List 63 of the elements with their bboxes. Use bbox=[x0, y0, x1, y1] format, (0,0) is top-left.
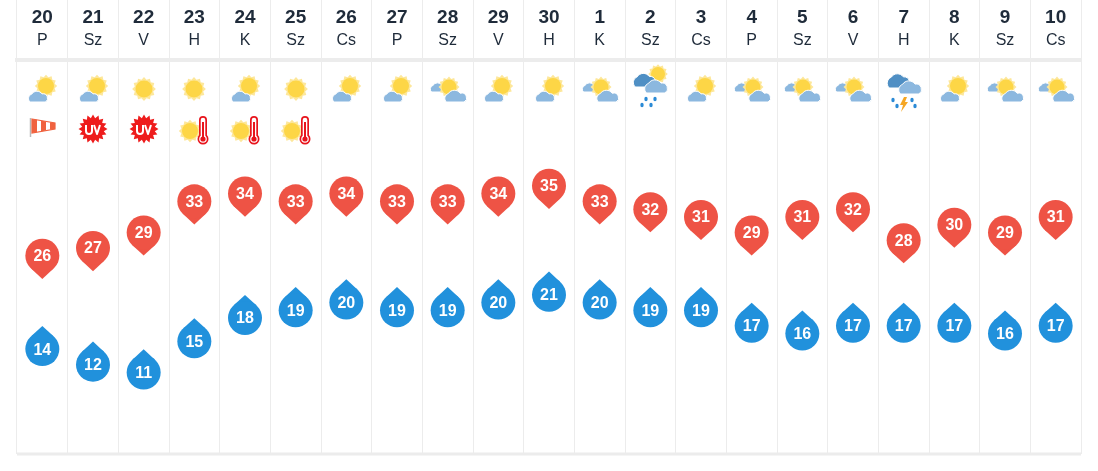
data-label: 16 bbox=[793, 324, 812, 342]
data-label: 34 bbox=[489, 184, 508, 202]
x-tick-label: 23 H bbox=[183, 6, 205, 49]
data-label: 33 bbox=[185, 192, 204, 210]
data-label: 19 bbox=[641, 301, 660, 319]
data-label: 17 bbox=[945, 317, 964, 335]
data-label: 19 bbox=[286, 301, 305, 319]
data-label: 34 bbox=[337, 184, 356, 202]
x-tick-label: 26 Cs bbox=[335, 6, 357, 49]
x-tick-label: 25 Sz bbox=[285, 6, 307, 49]
data-label: 28 bbox=[894, 231, 913, 249]
x-tick-label: 7 H bbox=[897, 6, 910, 49]
x-tick-label: 8 K bbox=[949, 6, 960, 49]
data-label: 19 bbox=[438, 301, 457, 319]
data-label: 31 bbox=[692, 208, 710, 226]
data-label: 29 bbox=[742, 223, 761, 241]
data-label: 12 bbox=[84, 356, 102, 374]
data-label: 33 bbox=[286, 192, 305, 210]
data-label: 14 bbox=[33, 340, 52, 358]
x-tick-label: 6 V bbox=[847, 6, 859, 49]
data-label: 17 bbox=[1046, 317, 1065, 335]
data-label: 35 bbox=[540, 177, 558, 195]
data-label: 26 bbox=[33, 247, 52, 265]
data-label: 33 bbox=[438, 192, 457, 210]
data-label: 33 bbox=[388, 192, 406, 210]
data-label: 17 bbox=[742, 317, 761, 335]
data-label: 17 bbox=[844, 317, 862, 335]
x-tick-label: 4 P bbox=[746, 6, 758, 49]
x-tick-label: 10 Cs bbox=[1045, 6, 1067, 49]
data-label: 31 bbox=[793, 208, 812, 226]
data-label: 33 bbox=[590, 192, 609, 210]
x-tick-label: 29 V bbox=[487, 6, 509, 49]
x-tick-label: 2 Sz bbox=[641, 6, 660, 49]
data-label: 16 bbox=[996, 324, 1014, 342]
x-tick-label: 22 V bbox=[133, 6, 155, 49]
data-label: 21 bbox=[540, 286, 558, 304]
x-tick-label: 5 Sz bbox=[793, 6, 812, 49]
x-tick-label: 24 K bbox=[234, 6, 256, 49]
data-label: 29 bbox=[134, 223, 153, 241]
x-tick-label: 20 P bbox=[31, 6, 53, 49]
x-tick-label: 27 P bbox=[386, 6, 408, 49]
x-tick-label: 3 Cs bbox=[691, 6, 711, 49]
data-label: 32 bbox=[844, 200, 862, 218]
data-label: 20 bbox=[337, 293, 356, 311]
data-label: 20 bbox=[489, 293, 508, 311]
data-label: 29 bbox=[996, 223, 1014, 241]
data-label: 34 bbox=[236, 184, 254, 202]
data-label: 11 bbox=[135, 363, 153, 381]
data-label: 30 bbox=[945, 216, 964, 234]
x-tick-label: 28 Sz bbox=[437, 6, 459, 49]
data-label: 32 bbox=[641, 200, 660, 218]
data-label: 31 bbox=[1046, 208, 1065, 226]
data-label: 19 bbox=[388, 301, 406, 319]
data-label: 15 bbox=[185, 332, 204, 350]
data-label: 20 bbox=[590, 293, 609, 311]
data-label: 27 bbox=[84, 239, 102, 257]
x-tick-label: 30 H bbox=[538, 6, 560, 49]
data-label: 18 bbox=[236, 309, 254, 327]
x-tick-label: 21 Sz bbox=[82, 6, 104, 49]
data-label: 19 bbox=[692, 301, 710, 319]
x-tick-label: 1 K bbox=[594, 6, 606, 49]
x-tick-label: 9 Sz bbox=[995, 6, 1015, 49]
data-label: 17 bbox=[894, 317, 913, 335]
